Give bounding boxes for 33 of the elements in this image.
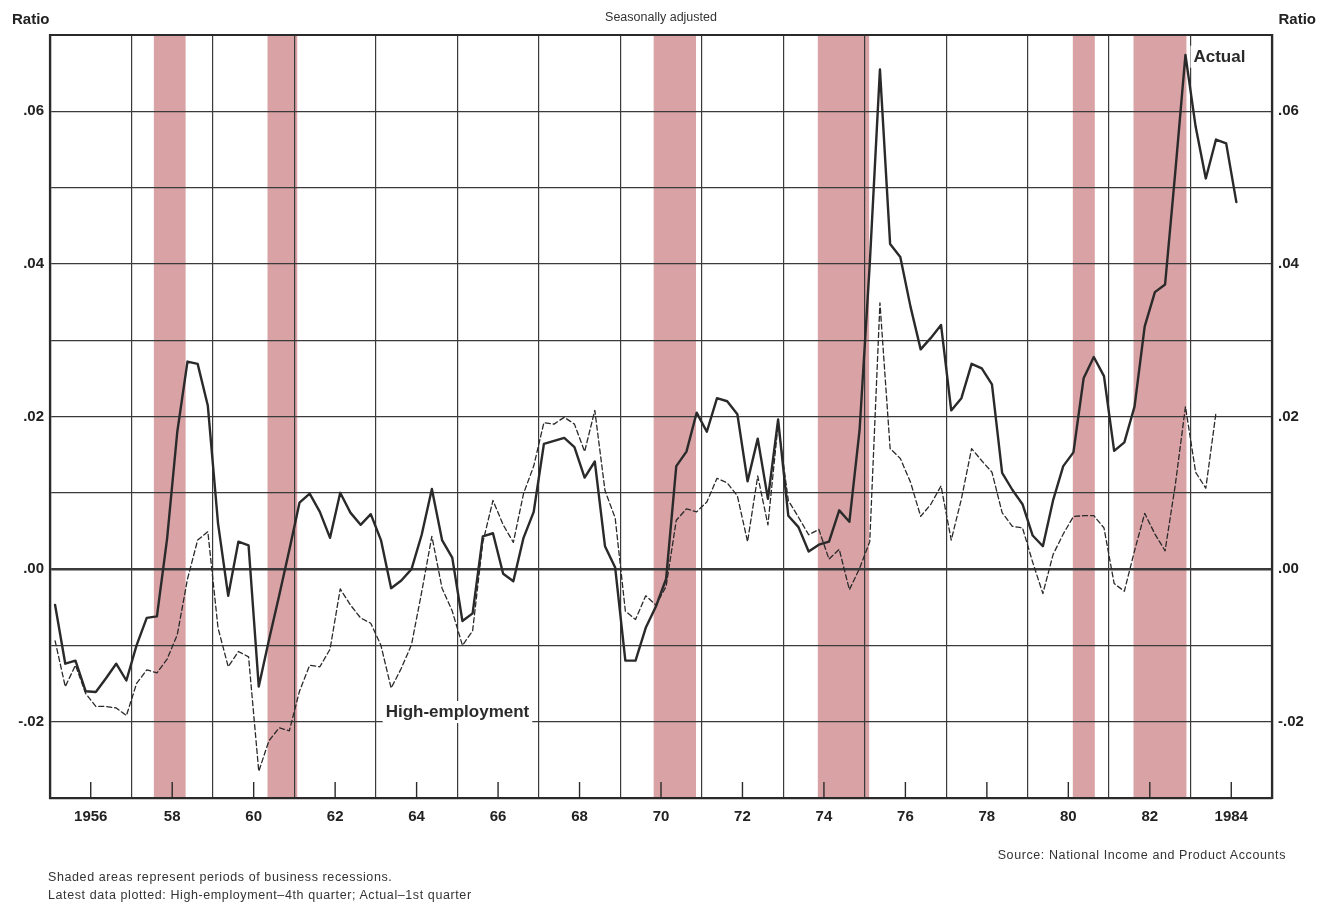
y-tick-label: .02 — [23, 406, 44, 424]
x-tick-label: 70 — [652, 807, 670, 825]
x-tick-label: 66 — [489, 807, 507, 825]
text: Latest data plotted: High-employment–4th quarter; Actual–1st quarter — [48, 888, 472, 902]
x-tick-label: 74 — [815, 807, 833, 825]
x-tick-label: 76 — [897, 807, 914, 825]
y-tick-label: -.02 — [18, 711, 44, 729]
y2-tick-label: .04 — [1278, 254, 1300, 272]
y-tick-label: .04 — [23, 254, 45, 272]
y2-axis-title: Ratio — [1278, 10, 1316, 28]
text: Shaded areas represent periods of business recessions. — [48, 870, 393, 884]
x-tick-label: 82 — [1141, 807, 1159, 825]
y2-tick-label: .06 — [1278, 101, 1299, 119]
y-axis-title: Ratio — [12, 10, 50, 28]
y-tick-label: .00 — [23, 559, 44, 577]
y2-tick-label: -.02 — [1278, 711, 1304, 729]
y2-tick-label: .00 — [1278, 559, 1299, 577]
x-tick-label: 68 — [571, 807, 588, 825]
chart-subtitle: Seasonally adjusted — [605, 9, 717, 24]
source-note: Source: National Income and Product Accounts — [997, 848, 1286, 862]
x-tick-label: 72 — [734, 807, 751, 825]
series-label: Actual — [1193, 46, 1246, 66]
x-tick-label: 1984 — [1214, 807, 1249, 825]
x-tick-label: 80 — [1059, 807, 1077, 825]
x-tick-label: 58 — [163, 807, 181, 825]
series-label: High-employment — [385, 701, 530, 721]
y2-tick-label: .02 — [1278, 406, 1299, 424]
x-tick-label: 62 — [326, 807, 344, 825]
y-tick-label: .06 — [23, 101, 44, 119]
x-tick-label: 64 — [408, 807, 426, 825]
x-tick-label: 1956 — [74, 807, 108, 825]
x-tick-label: 78 — [978, 807, 996, 825]
x-tick-label: 60 — [245, 807, 263, 825]
